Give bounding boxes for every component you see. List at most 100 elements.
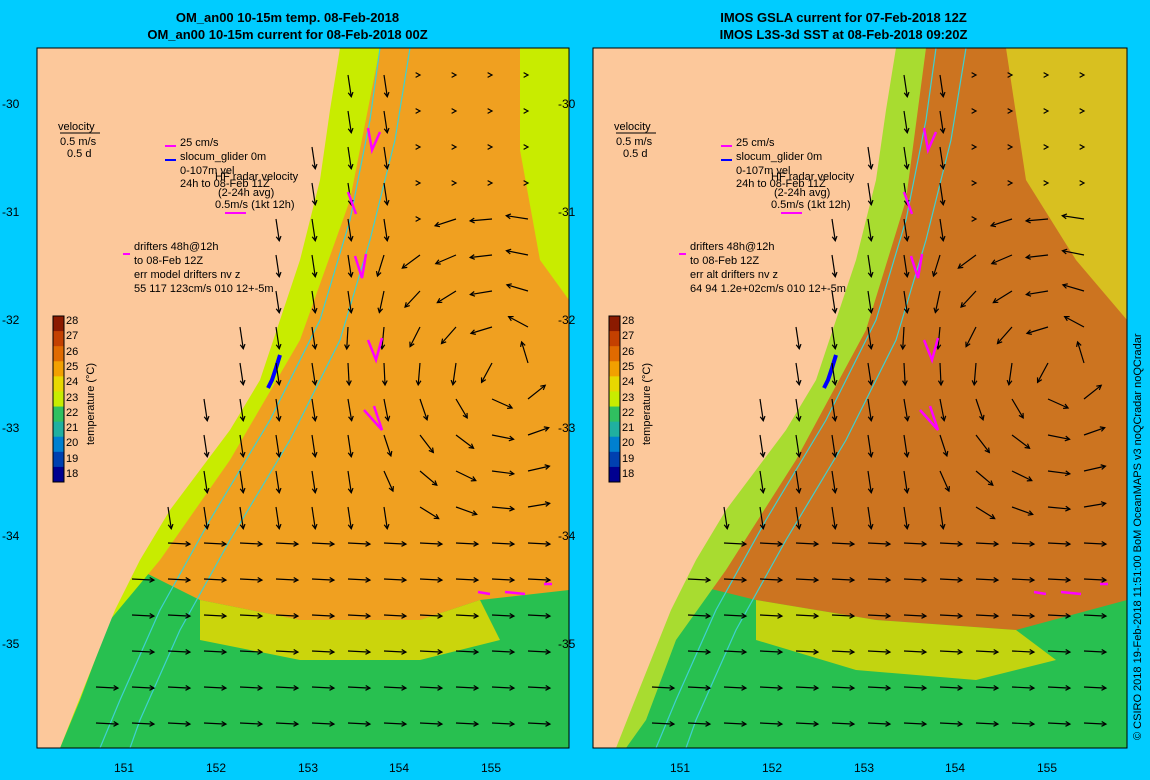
velocity-arrow	[939, 686, 963, 689]
velocity-arrowhead	[1029, 576, 1036, 583]
velocity-arrowhead	[451, 108, 458, 114]
velocity-arrowhead	[473, 720, 480, 727]
velocity-arrowhead	[993, 576, 1000, 583]
velocity-arrowhead	[293, 540, 300, 547]
velocity-arrow	[939, 398, 945, 421]
velocity-arrow	[903, 614, 927, 617]
velocity-arrowhead	[437, 648, 444, 655]
velocity-arrow	[759, 578, 783, 581]
velocity-arrowhead	[867, 271, 874, 278]
velocity-arrow	[1047, 434, 1070, 440]
velocity-arrowhead	[1061, 283, 1068, 289]
velocity-arrow	[203, 578, 227, 581]
velocity-arrow	[311, 614, 335, 617]
velocity-arrowhead	[275, 451, 282, 458]
velocity-arrow	[419, 398, 428, 421]
velocity-arrowhead	[957, 540, 964, 547]
colorbar-tick: 22	[66, 407, 78, 419]
velocity-arrow	[455, 650, 479, 653]
velocity-arrowhead	[759, 451, 766, 458]
velocity-arrow	[311, 218, 316, 241]
velocity-arrow	[903, 74, 908, 97]
velocity-arrow	[867, 614, 891, 617]
velocity-arrowhead	[437, 540, 444, 547]
velocity-arrow	[831, 506, 836, 529]
velocity-arrowhead	[849, 648, 856, 655]
velocity-arrow	[419, 470, 438, 486]
velocity-arrow	[939, 434, 948, 457]
velocity-arrow	[419, 578, 443, 581]
velocity-arrowhead	[113, 720, 120, 727]
drifter-line4: 55 117 123cm/s 010 12+-5m	[134, 283, 274, 295]
velocity-arrow	[1011, 398, 1024, 419]
velocity-arrowhead	[1064, 470, 1072, 477]
velocity-arrow	[831, 578, 855, 581]
velocity-arrowhead	[971, 180, 978, 186]
velocity-arrowhead	[428, 447, 435, 454]
velocity-arrow	[723, 542, 747, 545]
velocity-arrowhead	[885, 612, 892, 619]
velocity-arrow	[795, 362, 800, 385]
velocity-arrow	[203, 506, 208, 529]
velocity-arrow	[939, 614, 963, 617]
velocity-arrow	[937, 326, 941, 349]
velocity-arrow	[867, 434, 872, 457]
velocity-arrow	[275, 722, 299, 725]
velocity-arrowhead	[545, 684, 552, 691]
velocity-arrow	[381, 326, 385, 349]
velocity-arrowhead	[509, 505, 516, 512]
velocity-arrow	[687, 578, 711, 581]
velocity-arrow	[795, 542, 819, 545]
velocity-arrowhead	[365, 612, 372, 619]
velocity-arrowhead	[741, 720, 748, 727]
velocity-arrow	[1083, 465, 1106, 472]
velocity-arrowhead	[149, 576, 156, 583]
velocity-arrowhead	[1101, 648, 1108, 655]
velocity-arrowhead	[921, 684, 928, 691]
velocity-arrow	[383, 362, 386, 386]
velocity-arrowhead	[383, 127, 390, 134]
right-lon-tick: 153	[854, 761, 874, 775]
colorbar-swatch	[609, 436, 620, 453]
velocity-arrow	[311, 434, 316, 457]
velocity-arrow	[1047, 398, 1069, 409]
velocity-arrow	[795, 686, 819, 689]
velocity-arrowhead	[902, 380, 908, 387]
velocity-arrow	[939, 506, 944, 529]
velocity-arrowhead	[401, 612, 408, 619]
velocity-arrow	[831, 254, 836, 277]
velocity-arrowhead	[813, 648, 820, 655]
velocity-arrowhead	[508, 435, 515, 442]
velocity-arrow	[419, 686, 443, 689]
velocity-arrow	[347, 542, 371, 545]
velocity-arrowhead	[831, 379, 838, 386]
velocity-arrow	[903, 650, 927, 653]
velocity-arrowhead	[185, 540, 192, 547]
velocity-arrowhead	[993, 684, 1000, 691]
velocity-arrowhead	[1007, 144, 1014, 150]
velocity-arrowhead	[275, 271, 282, 278]
velocity-arrowhead	[1079, 144, 1086, 150]
velocity-arrow	[973, 362, 977, 385]
velocity-arrowhead	[347, 271, 354, 278]
velocity-arrowhead	[957, 684, 964, 691]
velocity-arrowhead	[960, 302, 966, 309]
velocity-arrow	[1047, 542, 1071, 545]
velocity-arrow	[167, 614, 191, 617]
velocity-arrowhead	[831, 451, 838, 458]
velocity-arrow	[1083, 722, 1107, 725]
velocity-arrowhead	[347, 91, 354, 98]
colorbar-swatch	[609, 346, 620, 362]
velocity-arrowhead	[1025, 291, 1032, 297]
velocity-arrowhead	[544, 464, 551, 470]
glider-speed: 25 cm/s	[180, 137, 219, 149]
velocity-arrow	[867, 650, 891, 653]
velocity-arrowhead	[473, 576, 480, 583]
left-lon-tick: 154	[389, 761, 409, 775]
velocity-arrow	[687, 686, 711, 689]
velocity-arrowhead	[987, 480, 994, 486]
velocity-arrowhead	[921, 648, 928, 655]
velocity-arrowhead	[813, 612, 820, 619]
colorbar-tick: 19	[622, 453, 634, 465]
velocity-arrow	[491, 722, 515, 725]
